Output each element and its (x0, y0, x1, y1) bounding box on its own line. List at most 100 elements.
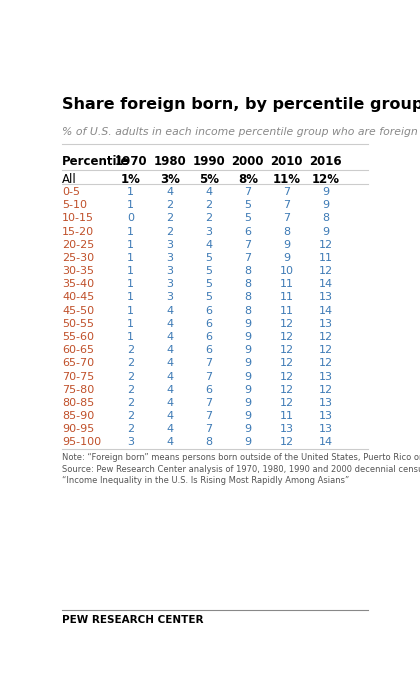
Text: 4: 4 (166, 372, 173, 382)
Text: 5: 5 (205, 253, 212, 263)
Text: 7: 7 (205, 359, 212, 368)
Text: 2010: 2010 (270, 155, 303, 168)
Text: 2: 2 (127, 398, 134, 408)
Text: 11: 11 (280, 280, 294, 289)
Text: 10-15: 10-15 (62, 213, 94, 223)
Text: 8: 8 (205, 438, 212, 447)
Text: 4: 4 (166, 187, 173, 197)
Text: 1: 1 (127, 305, 134, 316)
Text: 2000: 2000 (231, 155, 264, 168)
Text: 9: 9 (284, 253, 290, 263)
Text: 9: 9 (244, 398, 251, 408)
Text: 4: 4 (166, 332, 173, 342)
Text: 7: 7 (244, 253, 251, 263)
Text: 15-20: 15-20 (62, 226, 94, 236)
Text: PEW RESEARCH CENTER: PEW RESEARCH CENTER (62, 614, 204, 625)
Text: 12: 12 (319, 240, 333, 250)
Text: 2: 2 (127, 372, 134, 382)
Text: 0: 0 (127, 213, 134, 223)
Text: 11: 11 (280, 411, 294, 421)
Text: 1: 1 (127, 266, 134, 276)
Text: 2: 2 (205, 213, 212, 223)
Text: 4: 4 (166, 359, 173, 368)
Text: 90-95: 90-95 (62, 424, 94, 434)
Text: 5: 5 (244, 213, 251, 223)
Text: 9: 9 (284, 240, 290, 250)
Text: 12: 12 (280, 384, 294, 395)
Text: 1%: 1% (121, 173, 141, 186)
Text: 9: 9 (323, 200, 329, 210)
Text: 3: 3 (166, 240, 173, 250)
Text: 2: 2 (127, 345, 134, 355)
Text: 65-70: 65-70 (62, 359, 94, 368)
Text: 3: 3 (166, 280, 173, 289)
Text: 0-5: 0-5 (62, 187, 80, 197)
Text: 3: 3 (166, 266, 173, 276)
Text: 3: 3 (205, 226, 212, 236)
Text: 5-10: 5-10 (62, 200, 87, 210)
Text: 95-100: 95-100 (62, 438, 101, 447)
Text: 6: 6 (205, 332, 212, 342)
Text: 8: 8 (244, 292, 251, 303)
Text: 13: 13 (319, 372, 333, 382)
Text: 1: 1 (127, 226, 134, 236)
Text: 2: 2 (166, 213, 173, 223)
Text: 8: 8 (244, 280, 251, 289)
Text: 13: 13 (319, 319, 333, 329)
Text: 9: 9 (244, 411, 251, 421)
Text: 2: 2 (166, 200, 173, 210)
Text: 2016: 2016 (310, 155, 342, 168)
Text: 4: 4 (166, 345, 173, 355)
Text: 2: 2 (127, 424, 134, 434)
Text: 5%: 5% (199, 173, 219, 186)
Text: 3%: 3% (160, 173, 180, 186)
Text: 14: 14 (319, 305, 333, 316)
Text: 9: 9 (244, 424, 251, 434)
Text: 30-35: 30-35 (62, 266, 94, 276)
Text: 8: 8 (284, 226, 290, 236)
Text: 4: 4 (205, 240, 212, 250)
Text: 9: 9 (244, 345, 251, 355)
Text: 1980: 1980 (153, 155, 186, 168)
Text: 4: 4 (166, 424, 173, 434)
Text: 4: 4 (166, 305, 173, 316)
Text: 7: 7 (205, 372, 212, 382)
Text: 75-80: 75-80 (62, 384, 94, 395)
Text: 9: 9 (323, 226, 329, 236)
Text: 12: 12 (280, 345, 294, 355)
Text: % of U.S. adults in each income percentile group who are foreign born: % of U.S. adults in each income percenti… (62, 127, 420, 137)
Text: 4: 4 (166, 438, 173, 447)
Text: 7: 7 (284, 213, 290, 223)
Text: 60-65: 60-65 (62, 345, 94, 355)
Text: 1: 1 (127, 319, 134, 329)
Text: 1990: 1990 (192, 155, 225, 168)
Text: 2: 2 (127, 384, 134, 395)
Text: 2: 2 (205, 200, 212, 210)
Text: 4: 4 (166, 398, 173, 408)
Text: 6: 6 (205, 384, 212, 395)
Text: 3: 3 (166, 292, 173, 303)
Text: 13: 13 (319, 411, 333, 421)
Text: 5: 5 (244, 200, 251, 210)
Text: 45-50: 45-50 (62, 305, 94, 316)
Text: 6: 6 (205, 305, 212, 316)
Text: 12: 12 (280, 438, 294, 447)
Text: 13: 13 (319, 424, 333, 434)
Text: 9: 9 (323, 187, 329, 197)
Text: 7: 7 (284, 200, 290, 210)
Text: 25-30: 25-30 (62, 253, 94, 263)
Text: 12: 12 (280, 332, 294, 342)
Text: All: All (62, 173, 77, 186)
Text: 12: 12 (280, 319, 294, 329)
Text: 1: 1 (127, 292, 134, 303)
Text: 5: 5 (205, 280, 212, 289)
Text: 55-60: 55-60 (62, 332, 94, 342)
Text: 4: 4 (166, 319, 173, 329)
Text: 12: 12 (319, 345, 333, 355)
Text: 40-45: 40-45 (62, 292, 94, 303)
Text: 2: 2 (127, 411, 134, 421)
Text: 12: 12 (319, 384, 333, 395)
Text: 7: 7 (244, 240, 251, 250)
Text: Percentile: Percentile (62, 155, 130, 168)
Text: 1: 1 (127, 280, 134, 289)
